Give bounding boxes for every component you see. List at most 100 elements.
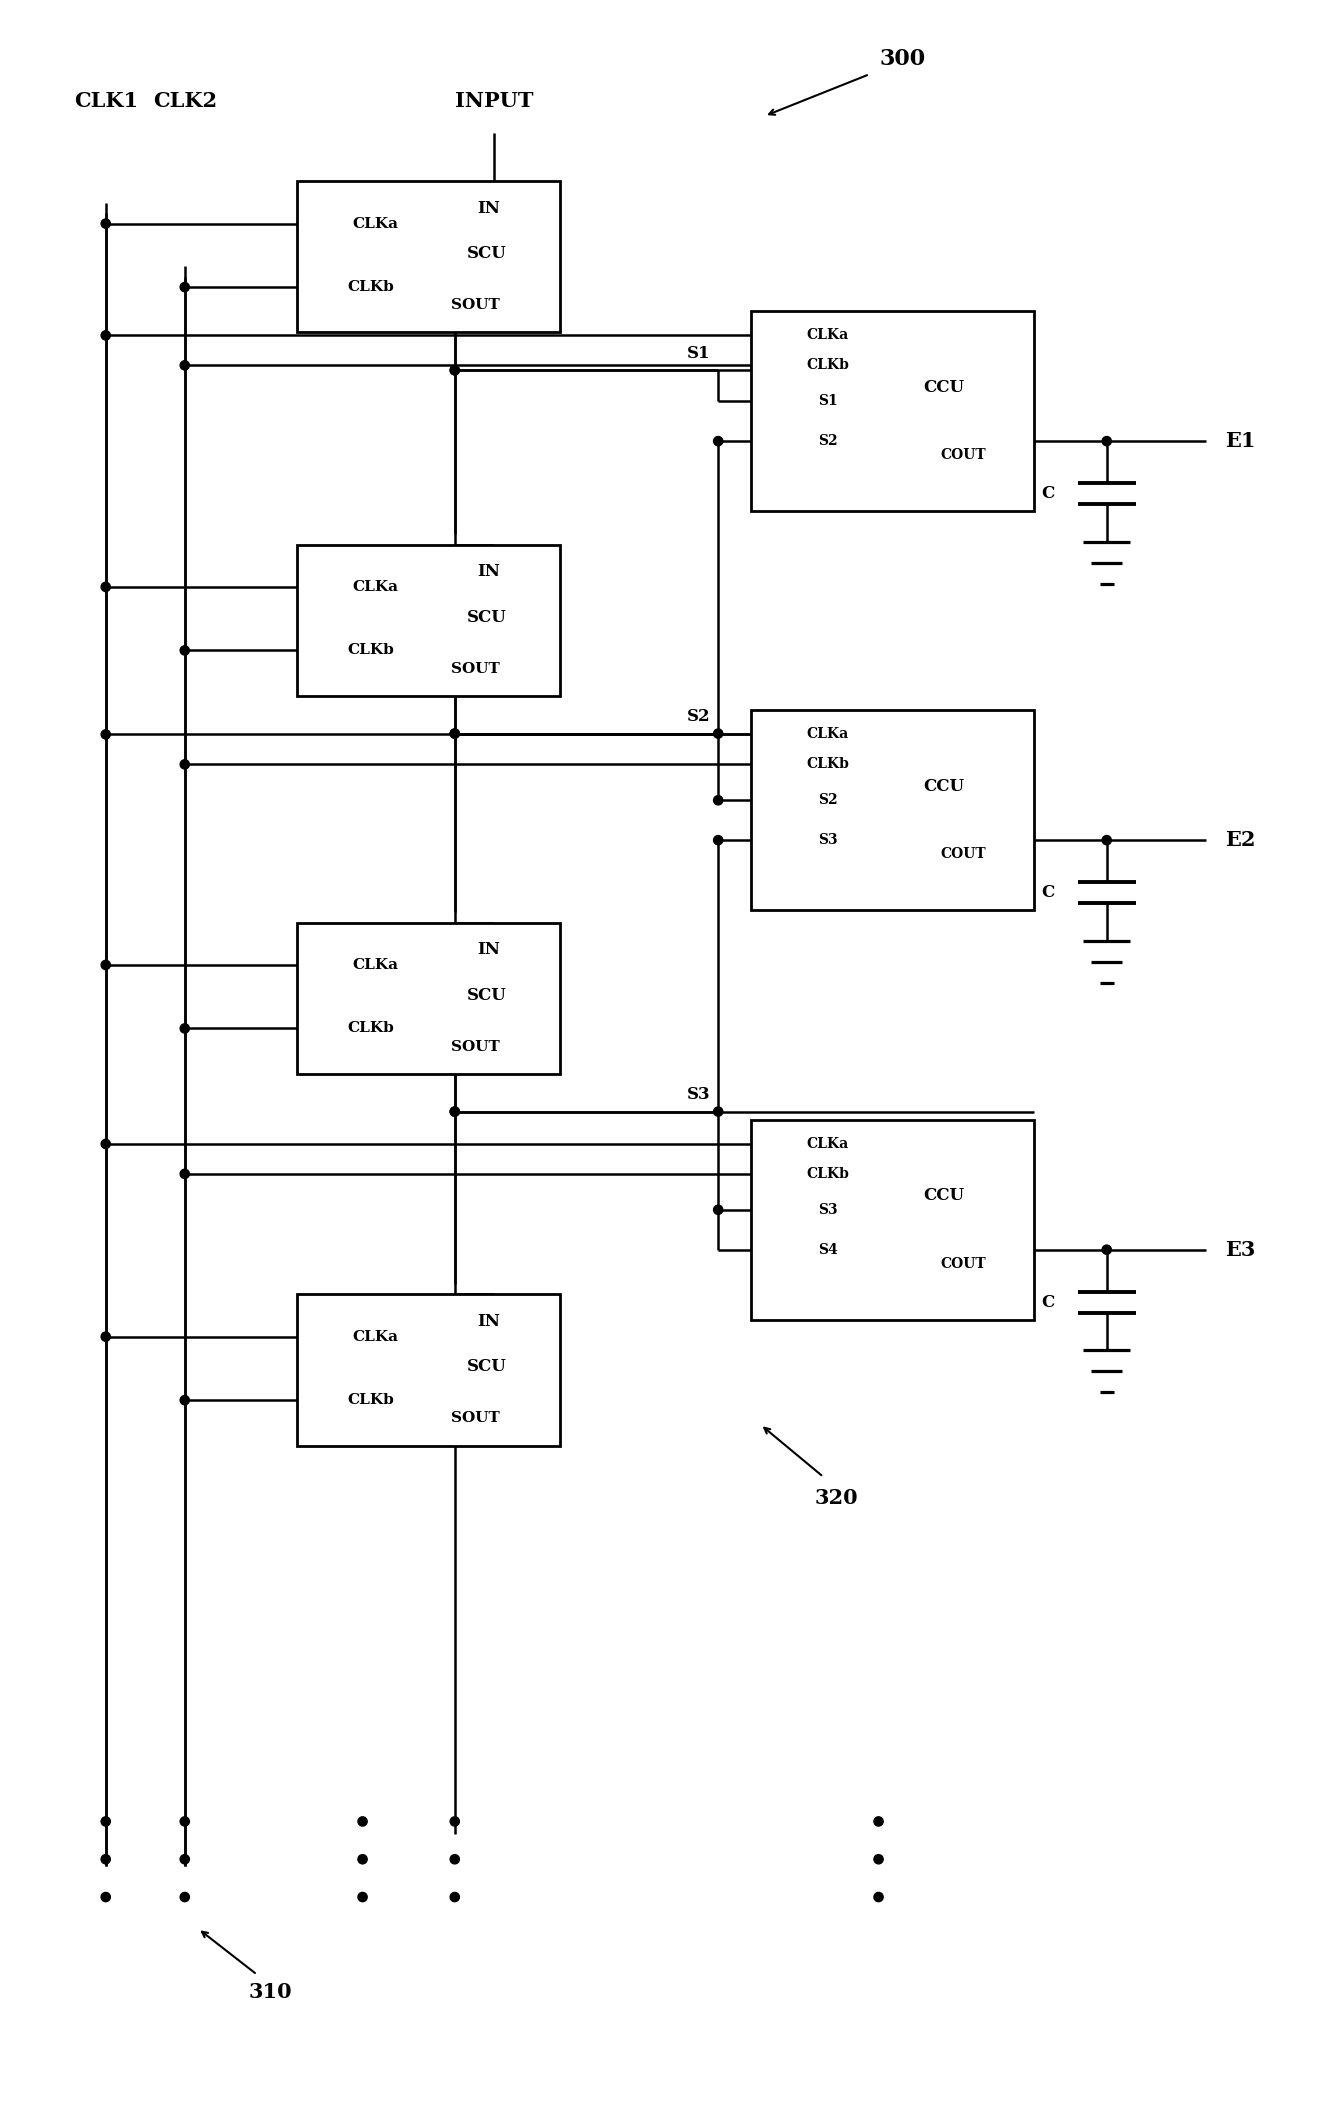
- Text: S1: S1: [817, 393, 837, 408]
- Text: CLK2: CLK2: [153, 91, 217, 112]
- Text: IN: IN: [478, 941, 500, 958]
- Circle shape: [358, 1892, 367, 1903]
- Text: C: C: [1041, 884, 1054, 901]
- Circle shape: [358, 1854, 367, 1865]
- Text: CLKa: CLKa: [353, 216, 399, 230]
- Circle shape: [180, 1023, 189, 1034]
- Circle shape: [450, 1108, 459, 1116]
- Circle shape: [101, 581, 110, 592]
- Circle shape: [1102, 835, 1111, 846]
- Text: CCU: CCU: [924, 378, 964, 395]
- Text: S1: S1: [687, 345, 711, 361]
- Circle shape: [450, 1108, 459, 1116]
- Text: CLKa: CLKa: [807, 727, 849, 742]
- Circle shape: [713, 435, 723, 446]
- Circle shape: [713, 1205, 723, 1213]
- Text: 320: 320: [815, 1488, 858, 1507]
- Text: C: C: [1041, 1294, 1054, 1311]
- Circle shape: [1102, 435, 1111, 446]
- Circle shape: [101, 220, 110, 228]
- Bar: [751, 1120, 1034, 1319]
- Circle shape: [713, 1108, 723, 1116]
- Text: CLKa: CLKa: [807, 1137, 849, 1150]
- Text: CLKb: CLKb: [347, 279, 394, 294]
- Circle shape: [450, 729, 459, 738]
- Text: S3: S3: [687, 1087, 711, 1104]
- Text: SCU: SCU: [466, 987, 506, 1004]
- Bar: [297, 922, 560, 1074]
- Circle shape: [180, 361, 189, 370]
- Circle shape: [101, 1332, 110, 1340]
- Text: SCU: SCU: [466, 1359, 506, 1376]
- Text: CLKb: CLKb: [807, 359, 849, 372]
- Circle shape: [180, 645, 189, 655]
- Circle shape: [101, 1139, 110, 1148]
- Text: IN: IN: [478, 1313, 500, 1330]
- Text: E3: E3: [1226, 1239, 1255, 1260]
- Text: CLKb: CLKb: [807, 1167, 849, 1182]
- Circle shape: [874, 1854, 884, 1865]
- Text: CLKb: CLKb: [347, 643, 394, 657]
- Circle shape: [101, 1854, 110, 1865]
- Circle shape: [358, 1816, 367, 1826]
- Text: SCU: SCU: [466, 609, 506, 626]
- Text: S2: S2: [817, 793, 837, 808]
- Text: S3: S3: [817, 1203, 837, 1218]
- Text: CLKb: CLKb: [347, 1393, 394, 1408]
- Circle shape: [101, 330, 110, 340]
- Bar: [297, 182, 560, 332]
- Text: CLKa: CLKa: [353, 958, 399, 972]
- Circle shape: [1102, 1245, 1111, 1254]
- Text: INPUT: INPUT: [455, 91, 534, 112]
- Circle shape: [180, 759, 189, 769]
- Text: COUT: COUT: [941, 848, 986, 860]
- Text: CLKb: CLKb: [807, 757, 849, 772]
- Text: SOUT: SOUT: [451, 1040, 500, 1053]
- Text: C: C: [1041, 484, 1054, 503]
- Circle shape: [450, 729, 459, 738]
- Text: CLKa: CLKa: [353, 1330, 399, 1345]
- Text: CLKb: CLKb: [347, 1021, 394, 1036]
- Circle shape: [450, 1816, 459, 1826]
- Circle shape: [713, 835, 723, 846]
- Text: SCU: SCU: [466, 245, 506, 262]
- Text: S4: S4: [817, 1243, 837, 1256]
- Circle shape: [874, 1892, 884, 1903]
- Bar: [297, 1294, 560, 1446]
- Circle shape: [450, 366, 459, 374]
- Text: CCU: CCU: [924, 1188, 964, 1205]
- Circle shape: [101, 960, 110, 970]
- Bar: [751, 710, 1034, 909]
- Circle shape: [450, 366, 459, 374]
- Text: COUT: COUT: [941, 448, 986, 463]
- Text: SOUT: SOUT: [451, 298, 500, 313]
- Text: 310: 310: [249, 1981, 293, 2002]
- Circle shape: [450, 1892, 459, 1903]
- Text: S3: S3: [817, 833, 837, 848]
- Text: CLK1: CLK1: [73, 91, 138, 112]
- Text: IN: IN: [478, 201, 500, 218]
- Text: IN: IN: [478, 562, 500, 579]
- Circle shape: [101, 729, 110, 740]
- Text: SOUT: SOUT: [451, 662, 500, 676]
- Text: CCU: CCU: [924, 778, 964, 795]
- Circle shape: [101, 1816, 110, 1826]
- Circle shape: [101, 1892, 110, 1903]
- Circle shape: [713, 729, 723, 738]
- Circle shape: [180, 1169, 189, 1177]
- Circle shape: [180, 1854, 189, 1865]
- Bar: [297, 545, 560, 696]
- Text: SOUT: SOUT: [451, 1412, 500, 1425]
- Circle shape: [180, 1816, 189, 1826]
- Circle shape: [450, 1854, 459, 1865]
- Circle shape: [874, 1816, 884, 1826]
- Circle shape: [180, 1892, 189, 1903]
- Text: S2: S2: [687, 708, 711, 725]
- Bar: [751, 311, 1034, 512]
- Text: CLKa: CLKa: [353, 579, 399, 594]
- Text: 300: 300: [880, 49, 925, 70]
- Circle shape: [180, 283, 189, 292]
- Text: COUT: COUT: [941, 1256, 986, 1271]
- Text: CLKa: CLKa: [807, 328, 849, 342]
- Text: E1: E1: [1226, 431, 1255, 450]
